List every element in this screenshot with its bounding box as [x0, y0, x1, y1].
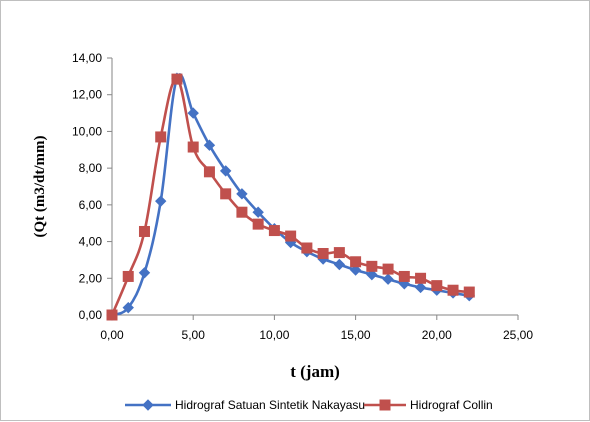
- x-tick-label: 20,00: [422, 328, 452, 342]
- data-point-square: [203, 166, 215, 178]
- data-point-diamond: [187, 107, 199, 119]
- data-point-diamond: [219, 165, 232, 177]
- data-point-diamond: [366, 268, 378, 281]
- data-point-diamond: [333, 258, 346, 271]
- legend-label: Hidrograf Satuan Sintetik Nakayasu: [175, 398, 365, 412]
- data-point-square: [431, 280, 443, 292]
- series-collin: [106, 73, 475, 321]
- data-point-square: [317, 248, 329, 260]
- y-tick-label: 6,00: [79, 198, 103, 212]
- legend-item: Hidrograf Collin: [364, 398, 493, 412]
- data-point-square: [187, 141, 199, 153]
- data-point-diamond: [382, 273, 394, 285]
- legend-label: Hidrograf Collin: [410, 398, 493, 412]
- y-tick-label: 14,00: [72, 51, 102, 65]
- data-point-square: [350, 256, 362, 268]
- data-point-square: [106, 309, 118, 321]
- series-layer: [106, 72, 475, 321]
- legend: Hidrograf Satuan Sintetik Nakayasu Hidrog…: [125, 398, 493, 412]
- x-tick-label: 10,00: [259, 328, 289, 342]
- data-point-diamond: [203, 139, 216, 151]
- y-tick-label: 4,00: [79, 235, 103, 249]
- data-point-square: [236, 206, 248, 218]
- data-point-square: [268, 225, 280, 237]
- y-tick-label: 10,00: [72, 124, 102, 138]
- data-point-square: [415, 272, 427, 284]
- legend-marker: [142, 399, 154, 411]
- data-point-square: [155, 131, 167, 143]
- data-point-square: [463, 286, 475, 298]
- x-tick-label: 5,00: [182, 328, 206, 342]
- data-point-diamond: [414, 281, 427, 294]
- y-tick-label: 12,00: [72, 88, 102, 102]
- data-point-square: [447, 284, 459, 296]
- y-tick-label: 2,00: [79, 271, 103, 285]
- data-point-square: [366, 260, 378, 272]
- data-point-square: [382, 263, 394, 275]
- data-point-square: [122, 270, 134, 282]
- data-point-square: [171, 73, 183, 85]
- legend-item: Hidrograf Satuan Sintetik Nakayasu: [125, 398, 365, 412]
- data-point-square: [220, 188, 232, 200]
- data-point-square: [138, 225, 150, 237]
- data-point-diamond: [155, 195, 167, 207]
- data-point-square: [252, 218, 264, 230]
- y-tick-label: 8,00: [79, 161, 103, 175]
- x-tick-label: 15,00: [341, 328, 371, 342]
- data-point-diamond: [236, 188, 248, 200]
- x-tick-label: 0,00: [100, 328, 124, 342]
- data-point-diamond: [349, 264, 362, 276]
- legend-marker: [379, 399, 391, 411]
- data-point-square: [398, 270, 410, 282]
- data-point-square: [333, 247, 345, 259]
- y-axis-title: (Qt (m3/dt/mm): [32, 135, 48, 237]
- axes: 0,00 2,00 4,00 6,00 8,00 10,00 12,00 14,00 0,00 5…: [72, 51, 533, 342]
- data-point-diamond: [252, 206, 264, 218]
- data-point-square: [301, 242, 313, 254]
- x-axis-title: t (jam): [290, 362, 340, 381]
- y-tick-label: 0,00: [79, 308, 103, 322]
- data-point-diamond: [122, 301, 134, 314]
- data-point-square: [285, 230, 297, 242]
- data-point-diamond: [138, 267, 151, 279]
- x-tick-label: 25,00: [503, 328, 533, 342]
